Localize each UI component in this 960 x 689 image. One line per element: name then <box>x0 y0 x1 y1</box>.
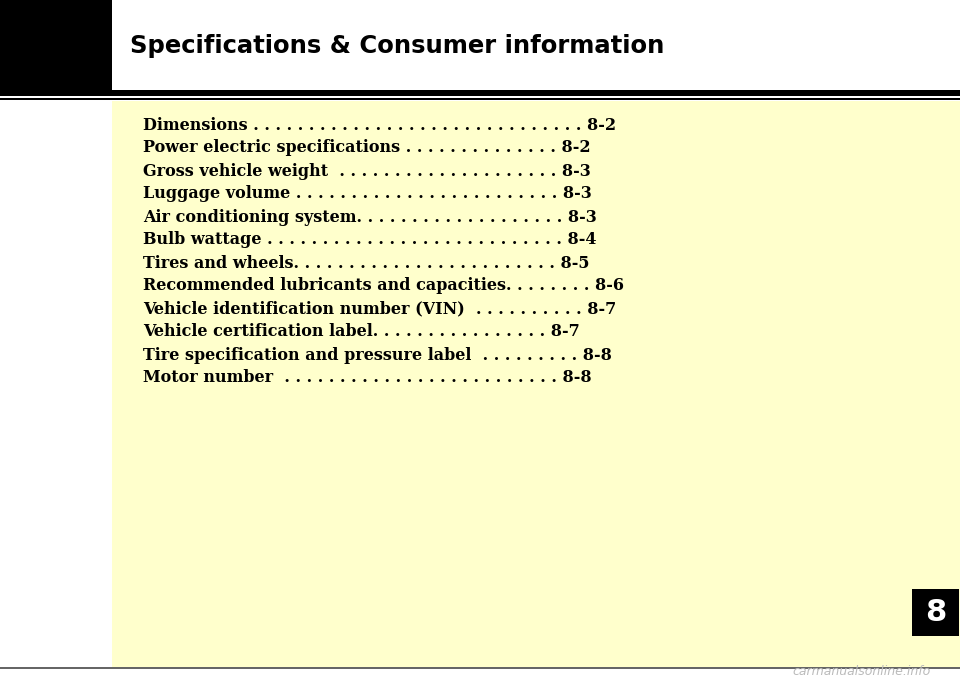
Bar <box>0 0 112 94</box>
Text: Motor number  . . . . . . . . . . . . . . . . . . . . . . . . . 8-8: Motor number . . . . . . . . . . . . . .… <box>143 369 591 387</box>
Bar <box>912 589 959 636</box>
Bar <box>0 101 112 667</box>
Bar <box>0 0 960 95</box>
Text: Vehicle certification label. . . . . . . . . . . . . . . . 8-7: Vehicle certification label. . . . . . .… <box>143 324 580 340</box>
Text: Vehicle identification number (VIN)  . . . . . . . . . . 8-7: Vehicle identification number (VIN) . . … <box>143 300 616 318</box>
Text: Recommended lubricants and capacities. . . . . . . . 8-6: Recommended lubricants and capacities. .… <box>143 278 624 294</box>
Bar <box>0 667 960 669</box>
Text: Bulb wattage . . . . . . . . . . . . . . . . . . . . . . . . . . . 8-4: Bulb wattage . . . . . . . . . . . . . .… <box>143 232 596 249</box>
Text: Gross vehicle weight  . . . . . . . . . . . . . . . . . . . . 8-3: Gross vehicle weight . . . . . . . . . .… <box>143 163 590 180</box>
Bar <box>0 98 960 100</box>
Text: Luggage volume . . . . . . . . . . . . . . . . . . . . . . . . 8-3: Luggage volume . . . . . . . . . . . . .… <box>143 185 591 203</box>
Bar <box>112 101 960 667</box>
Text: carmanualsonline.info: carmanualsonline.info <box>792 665 930 678</box>
Text: 8: 8 <box>924 598 947 627</box>
Text: Dimensions . . . . . . . . . . . . . . . . . . . . . . . . . . . . . . 8-2: Dimensions . . . . . . . . . . . . . . .… <box>143 116 616 134</box>
Bar <box>0 90 960 96</box>
Text: Tires and wheels. . . . . . . . . . . . . . . . . . . . . . . . 8-5: Tires and wheels. . . . . . . . . . . . … <box>143 254 589 271</box>
Text: Tire specification and pressure label  . . . . . . . . . 8-8: Tire specification and pressure label . … <box>143 347 612 364</box>
Text: Air conditioning system. . . . . . . . . . . . . . . . . . . 8-3: Air conditioning system. . . . . . . . .… <box>143 209 597 225</box>
Text: Specifications & Consumer information: Specifications & Consumer information <box>130 34 664 57</box>
Text: Power electric specifications . . . . . . . . . . . . . . 8-2: Power electric specifications . . . . . … <box>143 139 590 156</box>
